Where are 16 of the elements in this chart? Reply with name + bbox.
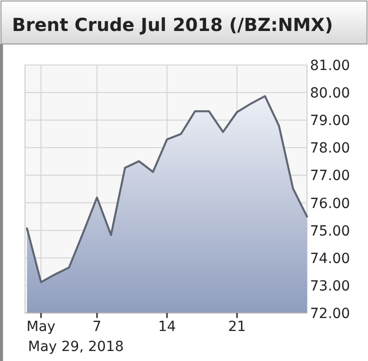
y-tick-label: 80.00 [310, 86, 350, 102]
y-tick-label: 79.00 [310, 113, 350, 130]
chart-title: Brent Crude Jul 2018 (/BZ:NMX) [12, 15, 333, 36]
y-tick-label: 75.00 [310, 223, 350, 240]
x-tick-label: 14 [158, 319, 176, 335]
x-tick-label: 7 [92, 319, 102, 335]
y-tick-label: 77.00 [310, 168, 350, 184]
y-tick-label: 72.00 [310, 306, 350, 322]
y-tick-label: 74.00 [310, 250, 350, 267]
x-tick-label: 21 [228, 319, 246, 335]
y-tick-label: 81.00 [310, 58, 350, 74]
text: May 29, 2018 [28, 339, 124, 355]
y-tick-label: 73.00 [310, 278, 350, 294]
x-tick-label: May [26, 319, 56, 335]
y-tick-label: 78.00 [310, 140, 350, 157]
y-tick-label: 76.00 [310, 196, 350, 212]
